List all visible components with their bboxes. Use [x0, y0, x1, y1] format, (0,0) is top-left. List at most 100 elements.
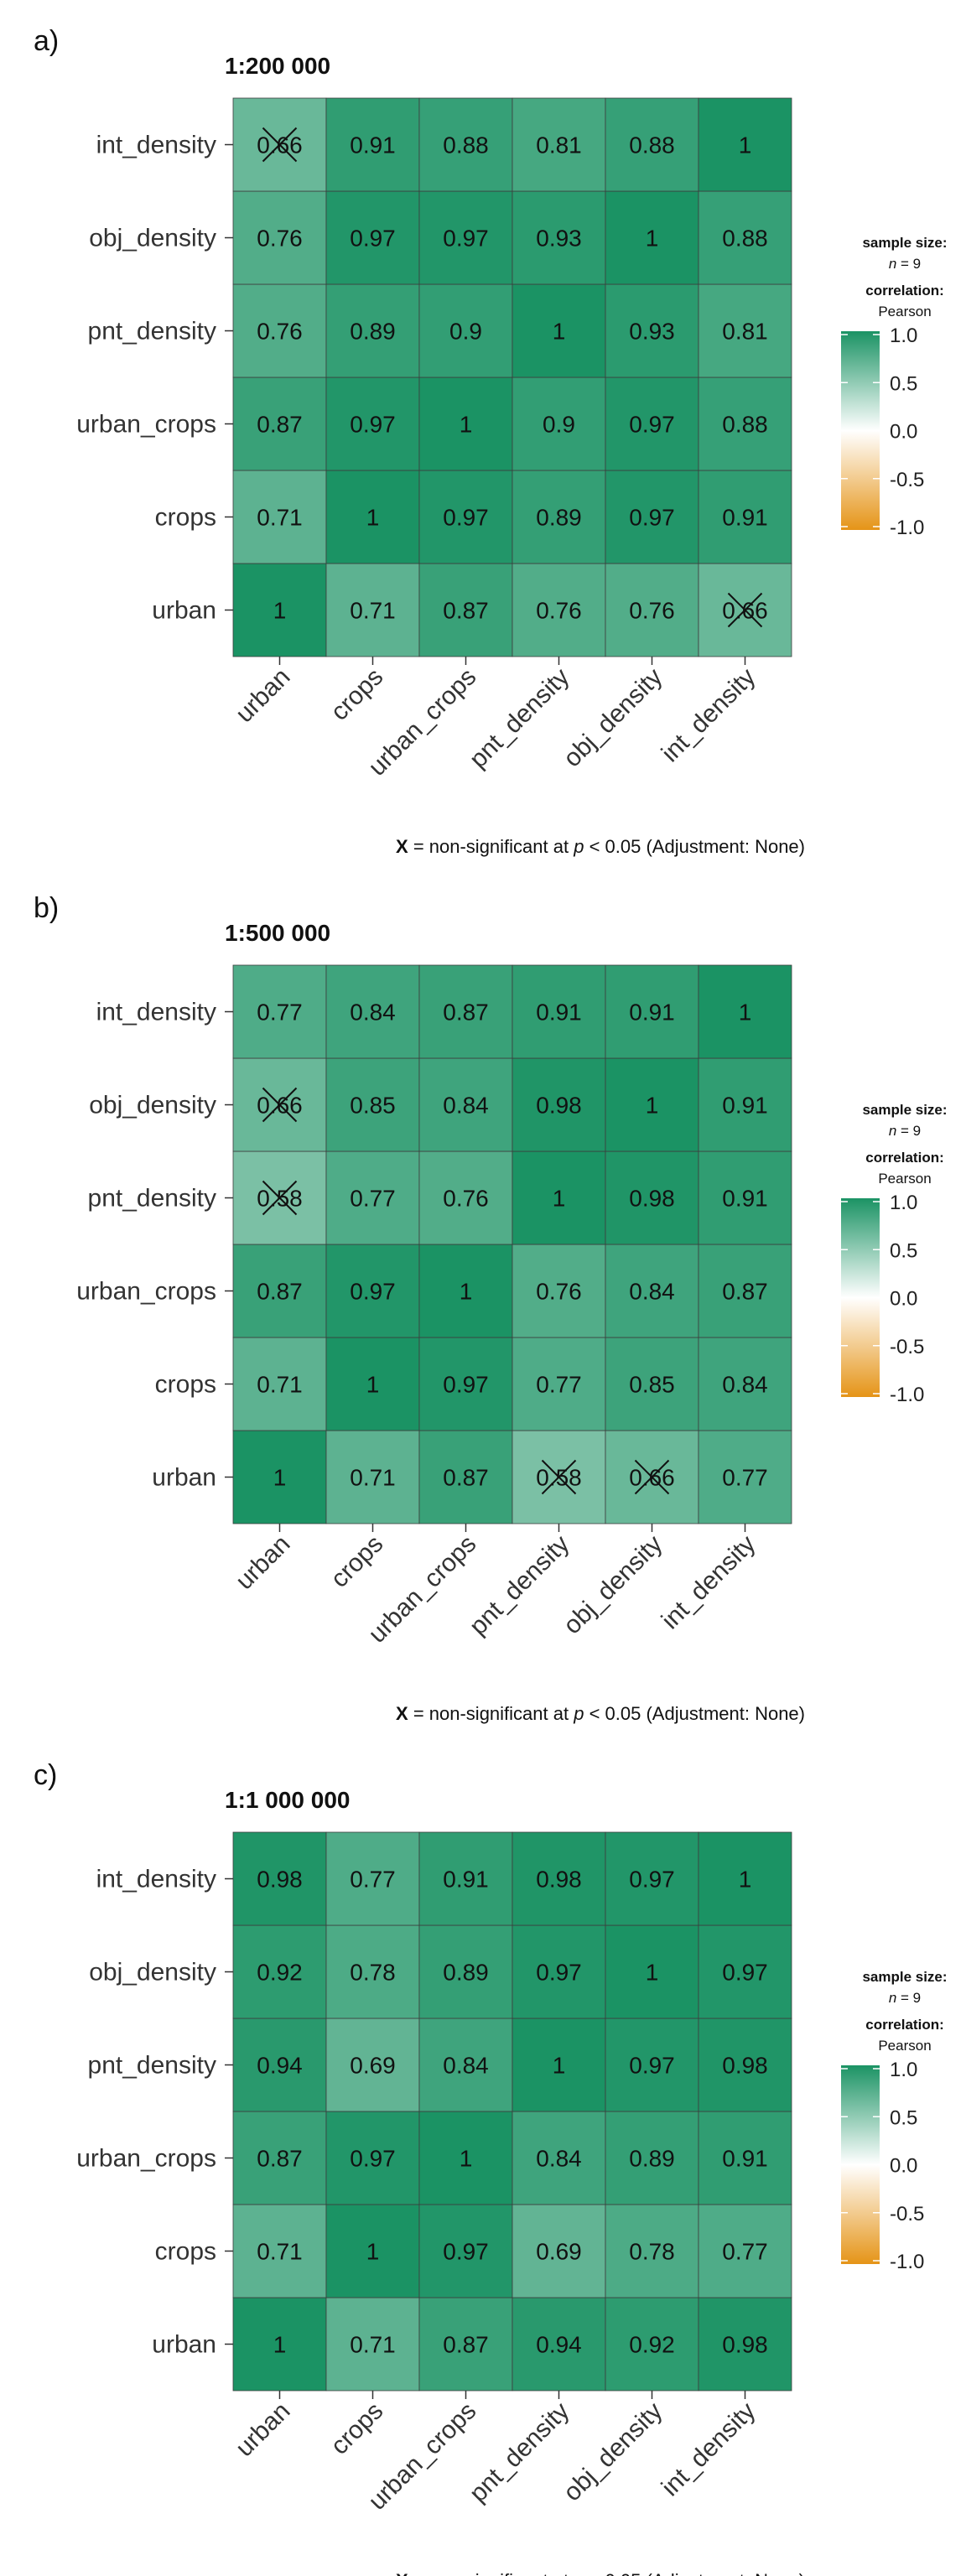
cell-value-label: 0.9 — [449, 319, 482, 345]
heatmap-cell — [605, 1244, 699, 1338]
heatmap-cell — [325, 2204, 420, 2298]
heatmap-cell — [698, 1430, 792, 1524]
cell-value-label: 0.91 — [536, 1000, 582, 1026]
cell-value-label: 1 — [273, 2332, 287, 2358]
heatmap-cell — [232, 1831, 327, 1926]
cell-value-label: 1 — [739, 1000, 752, 1026]
heatmap-cell — [418, 1430, 513, 1524]
x-tick-label: pnt_density — [465, 1530, 575, 1641]
cell-value-label: 1 — [646, 1093, 659, 1119]
legend-tick-label: -1.0 — [890, 2251, 924, 2273]
cell-value-label: 0.91 — [722, 505, 768, 531]
heatmap-cell — [325, 1924, 420, 2019]
cell-value-label: 1 — [460, 412, 473, 438]
nonsignificant-cross-mark — [262, 127, 298, 163]
legend-tick-label: -0.5 — [890, 1336, 924, 1358]
panel-title: 1:500 000 — [225, 920, 330, 946]
nonsignificant-cross-mark — [262, 1180, 298, 1216]
cell-value-label: 0.97 — [629, 412, 675, 438]
heatmap-cell — [232, 283, 327, 378]
y-tick-label: obj_density — [89, 1959, 216, 1987]
cell-value-label: 0.98 — [722, 2332, 768, 2358]
heatmap-cell — [512, 1924, 606, 2019]
cell-value-label: 1 — [366, 2239, 380, 2265]
cell-value-label: 0.84 — [443, 2053, 489, 2079]
cell-value-label: 0.97 — [443, 505, 489, 531]
legend-tick-label: -0.5 — [890, 469, 924, 491]
x-tick-label: urban — [231, 1530, 296, 1596]
heatmap-cell — [325, 190, 420, 285]
cell-value-label: 0.84 — [629, 1279, 675, 1305]
cell-value-label: 0.71 — [257, 1372, 303, 1398]
heatmap-cell — [512, 2297, 606, 2392]
cell-value-label: 0.69 — [350, 2053, 396, 2079]
heatmap-cell — [325, 1430, 420, 1524]
nonsignificant-cross-mark — [541, 1459, 577, 1495]
cell-value-label: 0.76 — [257, 226, 303, 252]
heatmap-cell — [698, 2297, 792, 2392]
x-tick-label: urban — [231, 663, 296, 729]
heatmap-cell — [418, 190, 513, 285]
heatmap-cell — [232, 2204, 327, 2298]
cell-value-label: 0.76 — [257, 319, 303, 345]
cell-value-label: 0.88 — [629, 132, 675, 158]
heatmap-cell — [325, 1057, 420, 1152]
heatmap-cell — [325, 2297, 420, 2392]
heatmap-cell — [512, 470, 606, 564]
heatmap-cell — [605, 377, 699, 471]
heatmap-cell — [605, 563, 699, 657]
legend-correlation-title: correlation: — [865, 2017, 944, 2033]
y-tick-label: urban — [152, 597, 216, 625]
heatmap-cell — [605, 97, 699, 192]
cell-value-label: 1 — [553, 1186, 566, 1212]
y-tick-label: urban_crops — [76, 1278, 216, 1306]
heatmap-cell — [698, 377, 792, 471]
x-tick-label: obj_density — [558, 1530, 668, 1640]
heatmap-cell — [698, 2204, 792, 2298]
x-tick-label: crops — [325, 663, 388, 726]
cell-value-label: 0.84 — [722, 1372, 768, 1398]
cell-value-label: 0.87 — [257, 412, 303, 438]
cell-value-label: 1 — [366, 1372, 380, 1398]
heatmap-cell — [418, 1244, 513, 1338]
y-tick-label: int_density — [96, 999, 216, 1026]
heatmap-cell — [325, 1150, 420, 1245]
cell-value-label: 0.76 — [536, 598, 582, 624]
legend-sample-size-title: sample size: — [862, 1102, 947, 1118]
heatmap-cell — [512, 2018, 606, 2112]
panel-title: 1:1 000 000 — [225, 1787, 350, 1813]
heatmap-cell — [698, 283, 792, 378]
cell-value-label: 0.97 — [350, 226, 396, 252]
heatmap-panel-2: b)1:500 00010.710.870.580.660.770.7110.9… — [34, 892, 948, 1724]
y-tick-label: int_density — [96, 1866, 216, 1893]
cell-value-label: 1 — [460, 2146, 473, 2172]
heatmap-cell — [325, 283, 420, 378]
cell-value-label: 0.87 — [443, 598, 489, 624]
y-tick-label: int_density — [96, 132, 216, 159]
heatmap-cell — [418, 97, 513, 192]
cell-value-label: 0.97 — [443, 1372, 489, 1398]
cell-value-label: 0.92 — [257, 1960, 303, 1986]
legend-tick-label: 0.5 — [890, 1239, 917, 1262]
legend-sample-size-title: sample size: — [862, 1969, 947, 1985]
legend-sample-size-value: n = 9 — [889, 1990, 921, 2006]
heatmap-cell — [605, 2204, 699, 2298]
cell-value-label: 1 — [553, 319, 566, 345]
cell-value-label: 0.71 — [350, 598, 396, 624]
legend-tick-label: 0.0 — [890, 2155, 917, 2178]
footnote: X = non-significant at p < 0.05 (Adjustm… — [396, 836, 805, 857]
cell-value-label: 0.98 — [257, 1867, 303, 1893]
legend-tick-label: 0.0 — [890, 1288, 917, 1311]
cell-value-label: 0.69 — [536, 2239, 582, 2265]
nonsignificant-cross-mark — [727, 592, 763, 628]
x-tick-label: int_density — [657, 1530, 761, 1635]
cell-value-label: 0.97 — [629, 505, 675, 531]
heatmap-cell — [232, 190, 327, 285]
cell-value-label: 0.77 — [350, 1867, 396, 1893]
legend-sample-size-value: n = 9 — [889, 1123, 921, 1139]
cell-value-label: 0.87 — [443, 2332, 489, 2358]
nonsignificant-cross-mark — [634, 1459, 670, 1495]
heatmap-cell — [512, 563, 606, 657]
cell-value-label: 0.94 — [257, 2053, 303, 2079]
panel-title: 1:200 000 — [225, 53, 330, 79]
